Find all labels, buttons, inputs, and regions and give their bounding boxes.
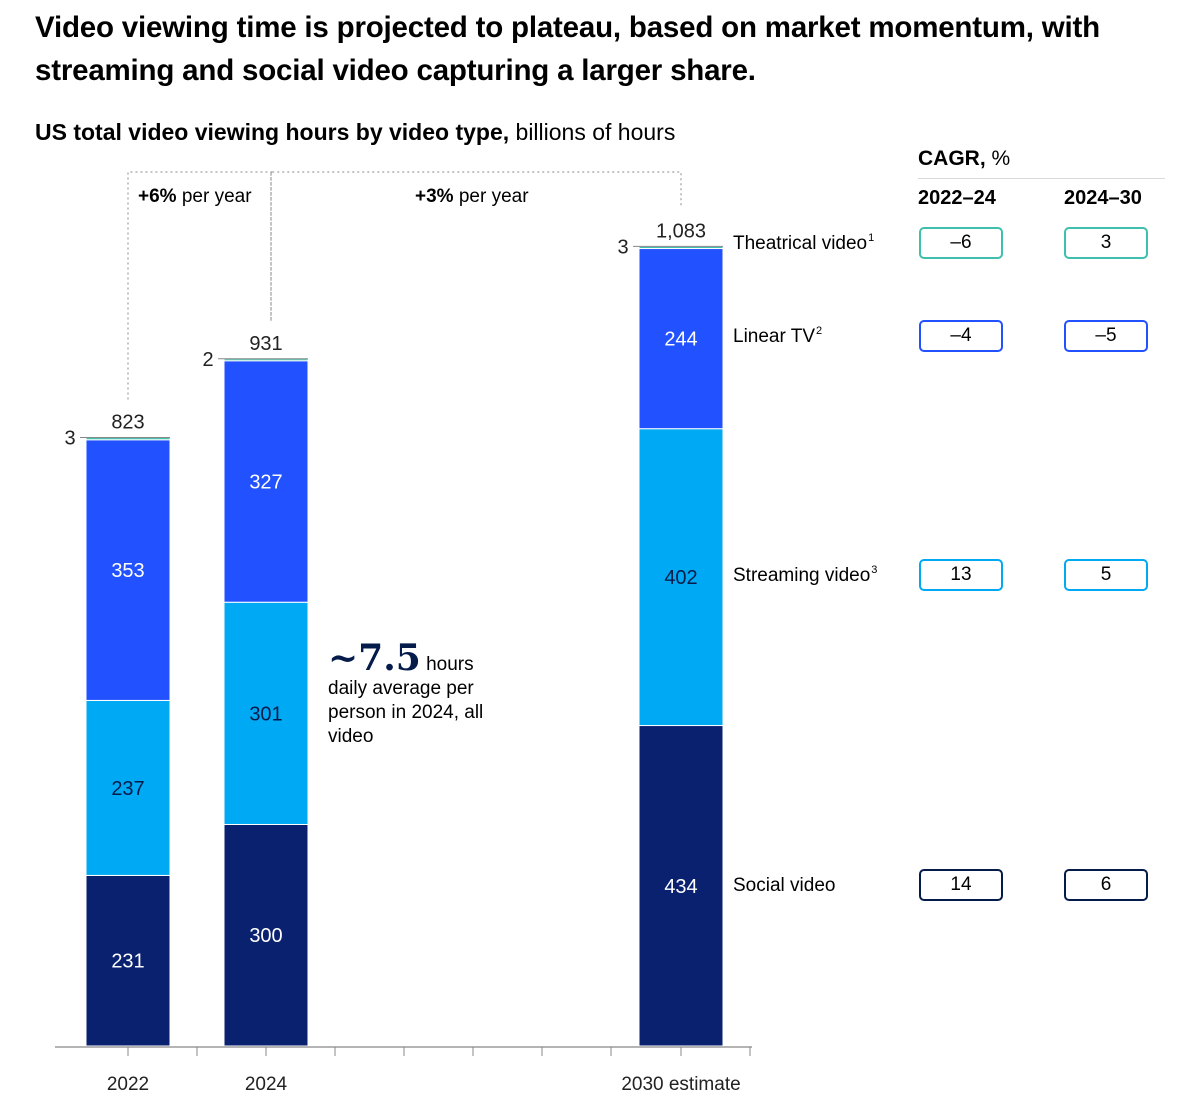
x-tick-label: 2022: [107, 1074, 149, 1095]
segment-value-label: 244: [664, 329, 697, 351]
segment-value-label: 2: [202, 349, 213, 371]
bar-segment: [638, 248, 724, 430]
series-name: Social video: [733, 875, 836, 896]
cagr-unit: %: [985, 147, 1011, 170]
bar-total-label: 823: [111, 412, 144, 434]
cagr-theatrical-2022-24: –6: [919, 227, 1003, 259]
cagr-period-2024-30: 2024–30: [1064, 187, 1142, 209]
chart-subtitle: US total video viewing hours by video ty…: [35, 118, 675, 146]
x-tick-label: 2030 estimate: [621, 1074, 740, 1095]
growth-bracket-2022-24: [127, 171, 274, 400]
series-name: Theatrical video: [733, 233, 868, 254]
series-label-linear-tv: Linear TV2: [733, 325, 823, 350]
footnote-marker: 3: [871, 564, 878, 576]
annotation-text: daily average per person in 2024, all vi…: [328, 678, 484, 747]
annotation-big-number: ~7.5: [328, 637, 421, 679]
series-name: Linear TV: [733, 326, 816, 347]
cagr-streaming-2022-24: 13: [919, 559, 1003, 591]
growth-unit: per year: [453, 186, 529, 207]
cagr-linear-tv-2024-30: –5: [1064, 320, 1148, 352]
cagr-header: CAGR, %: [918, 146, 1010, 172]
cagr-period-2022-24: 2022–24: [918, 187, 996, 209]
bar-total-label: 931: [249, 333, 282, 355]
cagr-streaming-2024-30: 5: [1064, 559, 1148, 591]
bar-segment: [223, 823, 309, 1047]
footnote-marker: 1: [868, 232, 875, 244]
bar-segment: [85, 699, 171, 876]
chart-title: Video viewing time is projected to plate…: [35, 11, 1100, 87]
bar-segment: [85, 874, 171, 1047]
bar-segment: [223, 601, 309, 825]
cagr-label: CAGR,: [918, 147, 986, 170]
subtitle-unit: billions of hours: [509, 119, 676, 145]
segment-value-label: 3: [64, 428, 75, 450]
daily-average-annotation: ~7.5 hours daily average per person in 2…: [328, 640, 528, 749]
segment-value-label: 300: [249, 925, 282, 947]
bar-total-label: 1,083: [656, 220, 706, 242]
subtitle-bold: US total video viewing hours by video ty…: [35, 119, 510, 145]
segment-value-label: 434: [664, 876, 697, 898]
growth-label-2024-30: +3% per year: [415, 185, 529, 209]
cagr-divider: [918, 178, 1165, 179]
growth-bracket-2024-30: [270, 171, 682, 321]
bar-segment: [223, 360, 309, 603]
bar-segment: [638, 725, 724, 1047]
segment-value-label: 3: [617, 236, 628, 258]
segment-value-label: 231: [111, 951, 144, 973]
x-tick-label: 2024: [245, 1074, 288, 1095]
segment-value-label: 402: [664, 567, 697, 589]
cagr-social-2022-24: 14: [919, 869, 1003, 901]
segment-value-label: 301: [249, 703, 282, 725]
growth-value: +3%: [415, 186, 454, 207]
segment-value-label: 237: [111, 778, 144, 800]
series-name: Streaming video: [733, 565, 871, 586]
growth-unit: per year: [176, 186, 252, 207]
cagr-social-2024-30: 6: [1064, 869, 1148, 901]
segment-value-label: 327: [249, 471, 282, 493]
cagr-theatrical-2024-30: 3: [1064, 227, 1148, 259]
growth-value: +6%: [138, 186, 177, 207]
series-label-social: Social video: [733, 875, 835, 897]
series-label-theatrical: Theatrical video1: [733, 232, 875, 257]
footnote-marker: 2: [816, 325, 823, 337]
segment-value-label: 353: [111, 560, 144, 582]
cagr-linear-tv-2022-24: –4: [919, 320, 1003, 352]
bar-segment: [638, 428, 724, 727]
annotation-unit: hours: [426, 654, 474, 675]
series-label-streaming: Streaming video3: [733, 564, 878, 589]
growth-label-2022-24: +6% per year: [138, 185, 252, 209]
